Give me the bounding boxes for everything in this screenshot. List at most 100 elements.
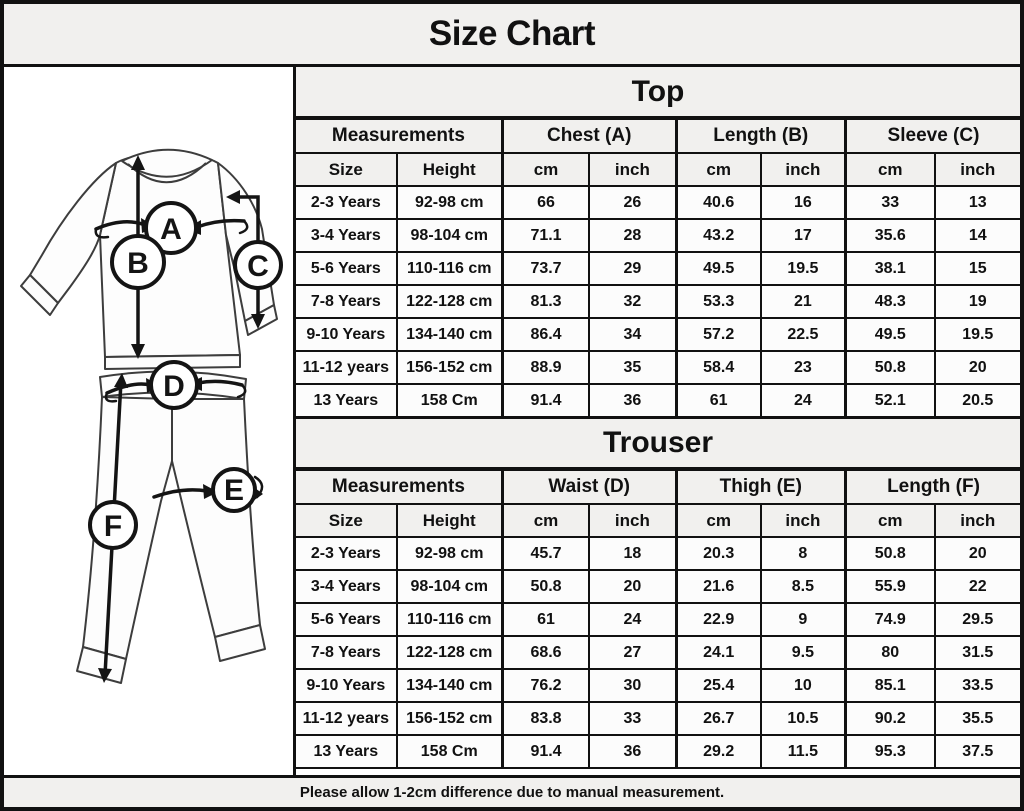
content-area: A B C D E F Top xyxy=(4,67,1020,775)
trouser-right-cuff xyxy=(214,624,266,662)
size-cell: 2-3 Years xyxy=(296,536,398,571)
value-cell: 25.4 xyxy=(674,668,762,703)
value-cell: 29 xyxy=(588,251,678,286)
section-title-trouser: Trouser xyxy=(296,418,1020,469)
value-cell: 85.1 xyxy=(843,668,936,703)
value-cell: 91.4 xyxy=(500,383,591,418)
trouser-group-thigh: Thigh (E) xyxy=(674,469,847,505)
value-cell: 90.2 xyxy=(843,701,936,736)
marker-e-label: E xyxy=(224,474,244,507)
value-cell: 50.8 xyxy=(500,569,591,604)
trouser-subheader-thigh-inch: inch xyxy=(759,503,847,538)
table-row: 2-3 Years 92-98 cm 66 26 40.6 16 33 13 xyxy=(296,185,1020,220)
value-cell: 80 xyxy=(843,635,936,670)
table-row: 3-4 Years 98-104 cm 50.8 20 21.6 8.5 55.9 22 xyxy=(296,569,1020,604)
trouser-subheader-thigh-cm: cm xyxy=(674,503,762,538)
marker-a-label: A xyxy=(160,213,182,246)
height-cell: 122-128 cm xyxy=(395,284,504,319)
chest-a-curve xyxy=(94,219,249,239)
height-cell: 158 Cm xyxy=(395,734,504,769)
value-cell: 17 xyxy=(759,218,847,253)
table-row: 13 Years 158 Cm 91.4 36 61 24 52.1 20.5 xyxy=(296,383,1020,418)
value-cell: 29.5 xyxy=(933,602,1020,637)
value-cell: 19.5 xyxy=(759,251,847,286)
value-cell: 61 xyxy=(674,383,762,418)
height-cell: 110-116 cm xyxy=(395,251,504,286)
top-group-sleeve: Sleeve (C) xyxy=(843,118,1020,154)
value-cell: 40.6 xyxy=(674,185,762,220)
table-row: 5-6 Years 110-116 cm 73.7 29 49.5 19.5 38.1 15 xyxy=(296,251,1020,286)
shirt-left-cuff xyxy=(20,274,59,316)
value-cell: 73.7 xyxy=(500,251,591,286)
value-cell: 71.1 xyxy=(500,218,591,253)
height-cell: 158 Cm xyxy=(395,383,504,418)
size-cell: 5-6 Years xyxy=(296,251,398,286)
height-cell: 92-98 cm xyxy=(395,185,504,220)
value-cell: 27 xyxy=(588,635,678,670)
table-row: 7-8 Years 122-128 cm 81.3 32 53.3 21 48.3 19 xyxy=(296,284,1020,319)
value-cell: 33 xyxy=(588,701,678,736)
top-subheader-chest-cm: cm xyxy=(500,152,591,187)
thigh-e-arrow xyxy=(152,488,209,499)
height-cell: 110-116 cm xyxy=(395,602,504,637)
value-cell: 18 xyxy=(588,536,678,571)
marker-f-label: F xyxy=(104,510,122,543)
value-cell: 55.9 xyxy=(843,569,936,604)
value-cell: 19.5 xyxy=(933,317,1020,352)
value-cell: 20 xyxy=(933,536,1020,571)
trouser-group-waist: Waist (D) xyxy=(500,469,678,505)
section-title-top: Top xyxy=(296,67,1020,118)
arrowhead-e-right xyxy=(203,484,218,499)
pajama-sketch: A B C D E F xyxy=(20,148,283,684)
value-cell: 68.6 xyxy=(500,635,591,670)
value-cell: 53.3 xyxy=(674,284,762,319)
top-size-table: Measurements Chest (A) Length (B) Sleeve… xyxy=(296,118,1020,418)
value-cell: 22 xyxy=(933,569,1020,604)
value-cell: 20 xyxy=(588,569,678,604)
trouser-right-leg xyxy=(171,398,261,638)
arrowhead-f-bottom xyxy=(98,668,112,683)
top-group-length: Length (B) xyxy=(674,118,847,154)
trouser-table-body: 2-3 Years 92-98 cm 45.7 18 20.3 8 50.8 20 3-4 Ye… xyxy=(296,536,1020,769)
value-cell: 76.2 xyxy=(500,668,591,703)
marker-b-circle xyxy=(110,234,166,290)
top-subheader-length-cm: cm xyxy=(674,152,762,187)
value-cell: 91.4 xyxy=(500,734,591,769)
table-row: 9-10 Years 134-140 cm 86.4 34 57.2 22.5 49.5 19… xyxy=(296,317,1020,352)
value-cell: 10.5 xyxy=(759,701,847,736)
top-sub-header-row: Size Height cm inch cm inch cm inch xyxy=(296,152,1020,187)
top-subheader-length-inch: inch xyxy=(759,152,847,187)
arrowhead-b-top xyxy=(131,155,145,170)
table-row: 13 Years 158 Cm 91.4 36 29.2 11.5 95.3 37.5 xyxy=(296,734,1020,769)
top-subheader-size: Size xyxy=(296,152,398,187)
value-cell: 33 xyxy=(843,185,936,220)
value-cell: 26 xyxy=(588,185,678,220)
value-cell: 66 xyxy=(500,185,591,220)
trouser-group-header-row: Measurements Waist (D) Thigh (E) Length … xyxy=(296,469,1020,505)
trouser-size-table: Measurements Waist (D) Thigh (E) Length … xyxy=(296,469,1020,769)
arrowhead-c-bottom xyxy=(251,314,265,329)
value-cell: 49.5 xyxy=(843,317,936,352)
value-cell: 28 xyxy=(588,218,678,253)
value-cell: 50.8 xyxy=(843,350,936,385)
trouser-group-measurements: Measurements xyxy=(296,469,504,505)
value-cell: 74.9 xyxy=(843,602,936,637)
value-cell: 22.9 xyxy=(674,602,762,637)
height-cell: 98-104 cm xyxy=(395,569,504,604)
value-cell: 24 xyxy=(759,383,847,418)
top-group-measurements: Measurements xyxy=(296,118,504,154)
value-cell: 26.7 xyxy=(674,701,762,736)
trouser-subheader-waist-inch: inch xyxy=(588,503,678,538)
value-cell: 83.8 xyxy=(500,701,591,736)
height-cell: 156-152 cm xyxy=(395,350,504,385)
size-cell: 3-4 Years xyxy=(296,218,398,253)
value-cell: 8.5 xyxy=(759,569,847,604)
trouser-sub-header-row: Size Height cm inch cm inch cm inch xyxy=(296,503,1020,538)
top-subheader-chest-inch: inch xyxy=(588,152,678,187)
height-cell: 98-104 cm xyxy=(395,218,504,253)
size-cell: 13 Years xyxy=(296,383,398,418)
value-cell: 37.5 xyxy=(933,734,1020,769)
marker-c-circle xyxy=(233,240,283,290)
value-cell: 95.3 xyxy=(843,734,936,769)
value-cell: 35.6 xyxy=(843,218,936,253)
